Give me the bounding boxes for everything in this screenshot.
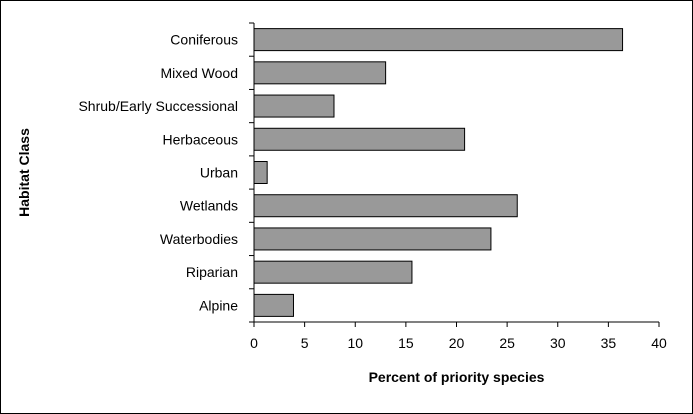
x-axis-title: Percent of priority species [369, 369, 545, 385]
bar-waterbodies [253, 227, 492, 251]
x-tick-label: 0 [250, 335, 258, 351]
x-tick-label: 35 [601, 335, 617, 351]
bar-shrub-early-successional [253, 94, 335, 118]
x-tick-label: 25 [499, 335, 515, 351]
category-label-riparian: Riparian [186, 264, 238, 280]
category-label-herbaceous: Herbaceous [163, 131, 239, 147]
bar-alpine [253, 293, 294, 317]
x-tick-label: 15 [398, 335, 414, 351]
bar-mixed-wood [253, 61, 387, 85]
x-tick-label: 40 [651, 335, 667, 351]
category-label-urban: Urban [200, 165, 238, 181]
category-label-waterbodies: Waterbodies [160, 231, 238, 247]
bar-herbaceous [253, 127, 466, 151]
bar-coniferous [253, 28, 624, 52]
category-label-shrub-early-successional: Shrub/Early Successional [78, 98, 238, 114]
bars-layer [253, 28, 624, 317]
bar-urban [253, 161, 268, 184]
category-label-mixed-wood: Mixed Wood [160, 65, 238, 81]
category-label-alpine: Alpine [199, 297, 238, 313]
y-axis-title: Habitat Class [16, 128, 32, 217]
x-tick-label: 10 [347, 335, 363, 351]
x-tick-label: 20 [449, 335, 465, 351]
category-label-wetlands: Wetlands [180, 198, 238, 214]
x-ticks-layer: 0 5 10 15 20 25 30 35 40 [250, 322, 667, 351]
bar-wetlands [253, 194, 518, 218]
category-label-coniferous: Coniferous [170, 32, 238, 48]
bar-riparian [253, 260, 413, 284]
y-categories-layer: Coniferous Mixed Wood Shrub/Early Successi… [78, 22, 254, 323]
x-tick-label: 5 [301, 335, 309, 351]
x-tick-label: 30 [550, 335, 566, 351]
